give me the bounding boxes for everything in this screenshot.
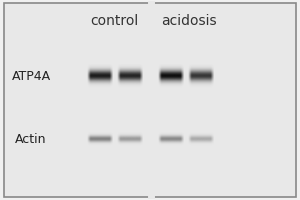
Text: Actin: Actin	[15, 133, 47, 146]
Text: acidosis: acidosis	[161, 14, 217, 28]
FancyBboxPatch shape	[4, 3, 296, 197]
Text: control: control	[90, 14, 139, 28]
Text: ATP4A: ATP4A	[11, 70, 51, 83]
